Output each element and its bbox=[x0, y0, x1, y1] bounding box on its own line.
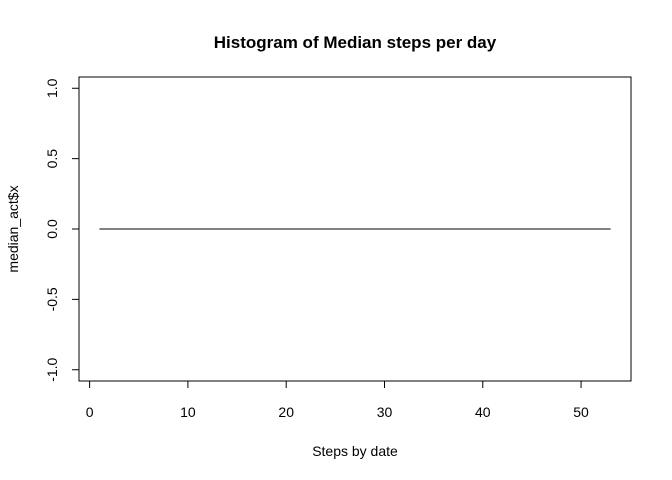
x-tick-label: 10 bbox=[180, 404, 196, 420]
x-tick-label: 30 bbox=[377, 404, 393, 420]
x-tick-label: 40 bbox=[475, 404, 491, 420]
y-axis-label: median_act$x bbox=[5, 185, 21, 272]
x-tick-label: 50 bbox=[573, 404, 589, 420]
y-tick-label: -0.5 bbox=[44, 287, 60, 311]
y-axis: -1.0 -0.5 0.0 0.5 1.0 bbox=[44, 78, 80, 382]
y-tick-label: -1.0 bbox=[44, 357, 60, 381]
x-tick-label: 20 bbox=[278, 404, 294, 420]
chart-title: Histogram of Median steps per day bbox=[214, 33, 497, 52]
y-tick-label: 0.0 bbox=[44, 219, 60, 239]
y-tick-label: 0.5 bbox=[44, 149, 60, 169]
x-axis-label: Steps by date bbox=[312, 443, 398, 459]
x-tick-label: 0 bbox=[86, 404, 94, 420]
x-axis: 0 10 20 30 40 50 bbox=[86, 380, 589, 420]
y-tick-label: 1.0 bbox=[44, 78, 60, 98]
